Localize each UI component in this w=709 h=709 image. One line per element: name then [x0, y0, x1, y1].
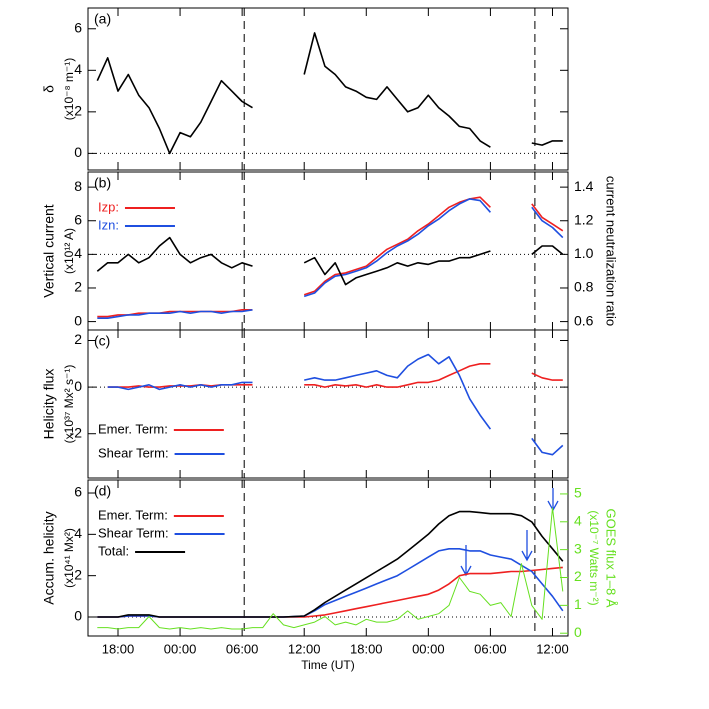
y-tick-label: 2 — [74, 103, 82, 119]
series-line — [97, 507, 564, 630]
y-tick-label: 2 — [74, 566, 82, 582]
y-tick-label: 0 — [74, 608, 82, 624]
series-line — [97, 510, 564, 618]
x-tick-label: 18:00 — [350, 641, 383, 656]
y-tick-label: 0 — [74, 144, 82, 160]
panel-label: (a) — [94, 11, 111, 27]
y2-tick-label: 4 — [574, 512, 582, 528]
y-axis-title: δ — [41, 85, 57, 93]
y-tick-label: 6 — [74, 484, 82, 500]
y2-tick-label: 1 — [574, 596, 582, 612]
y-axis-title: Accum. helicity — [41, 511, 57, 604]
y-tick-label: 4 — [74, 525, 82, 541]
series-line — [96, 236, 564, 286]
y-tick-label: 2 — [74, 331, 82, 347]
y-tick-label: -2 — [70, 424, 83, 440]
y2-tick-label: 5 — [574, 485, 582, 501]
panel-label: (c) — [94, 333, 110, 349]
flare-arrows — [460, 488, 559, 577]
y-tick-label: 4 — [74, 61, 82, 77]
legend-label: Total: — [98, 543, 129, 558]
panel-frame — [87, 171, 569, 331]
panel-label: (b) — [94, 175, 111, 191]
x-tick-label: 12:00 — [536, 641, 569, 656]
panel-frame — [87, 329, 569, 479]
y-tick-label: 8 — [74, 178, 82, 194]
y-axis-unit: (x10⁴¹ Mx²) — [62, 528, 76, 588]
panel-frame — [87, 479, 569, 637]
arrow — [547, 488, 559, 512]
y2-axis-unit: (x10⁻⁷ Watts m⁻²) — [587, 510, 601, 605]
y2-tick-label: 1.4 — [574, 178, 594, 194]
y2-tick-label: 0.8 — [574, 279, 594, 295]
y2-axis-title: GOES flux 1–8 Å — [604, 509, 619, 608]
y2-tick-label: 2 — [574, 568, 582, 584]
series-line — [97, 196, 564, 318]
series-line — [107, 363, 563, 388]
x-tick-label: 12:00 — [288, 641, 321, 656]
y-axis-unit: (x10³⁷ Mx² s⁻¹) — [62, 365, 76, 444]
y-tick-label: 4 — [74, 245, 82, 261]
y2-axis-title: current neutralization ratio — [604, 176, 619, 326]
y2-tick-label: 1.2 — [574, 211, 594, 227]
x-tick-label: 18:00 — [102, 641, 135, 656]
y-tick-label: 2 — [74, 279, 82, 295]
legend-label: Emer. Term: — [98, 421, 168, 436]
x-tick-label: 00:00 — [412, 641, 445, 656]
legend-label: Shear Term: — [98, 445, 169, 460]
y2-tick-label: 1.0 — [574, 245, 594, 261]
y2-tick-label: 0.6 — [574, 312, 594, 328]
y2-tick-label: 0 — [574, 624, 582, 640]
legend-label: Emer. Term: — [98, 507, 168, 522]
series-line — [97, 198, 564, 319]
legend-label: Shear Term: — [98, 525, 169, 540]
series-line — [107, 353, 564, 456]
y-axis-unit: (x10⁻⁸ m⁻¹) — [62, 58, 76, 120]
x-tick-label: 00:00 — [164, 641, 197, 656]
y-axis-title: Vertical current — [41, 204, 57, 297]
y-tick-label: 0 — [74, 378, 82, 394]
panel-label: (d) — [94, 483, 111, 499]
panel-frame — [87, 7, 569, 171]
series-line — [96, 32, 563, 155]
legend-label: Izp: — [98, 199, 119, 214]
x-tick-label: 06:00 — [474, 641, 507, 656]
arrow — [521, 530, 533, 562]
x-tick-label: 06:00 — [226, 641, 259, 656]
y2-tick-label: 3 — [574, 540, 582, 556]
series-line — [97, 548, 564, 618]
series-line — [97, 566, 563, 618]
y-tick-label: 6 — [74, 211, 82, 227]
x-axis-title: Time (UT) — [301, 658, 355, 672]
y-tick-label: 6 — [74, 19, 82, 35]
y-axis-unit: (x10¹² A) — [62, 228, 76, 274]
legend-label: Izn: — [98, 217, 119, 232]
y-tick-label: 0 — [74, 312, 82, 328]
y-axis-title: Helicity flux — [41, 369, 57, 440]
